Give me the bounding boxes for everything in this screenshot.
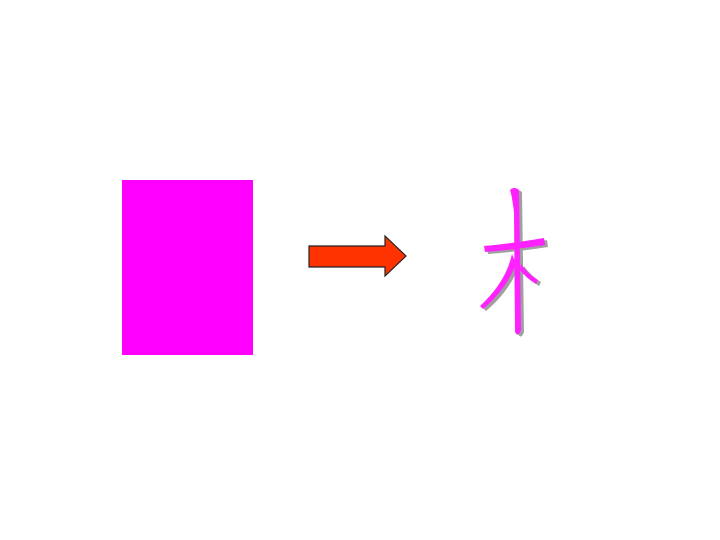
arrow-shape [308, 234, 407, 278]
glyph-strokes [480, 188, 545, 335]
right-arrow-icon [307, 234, 409, 278]
magenta-rectangle [122, 180, 253, 355]
radical-mu-glyph [468, 182, 558, 342]
